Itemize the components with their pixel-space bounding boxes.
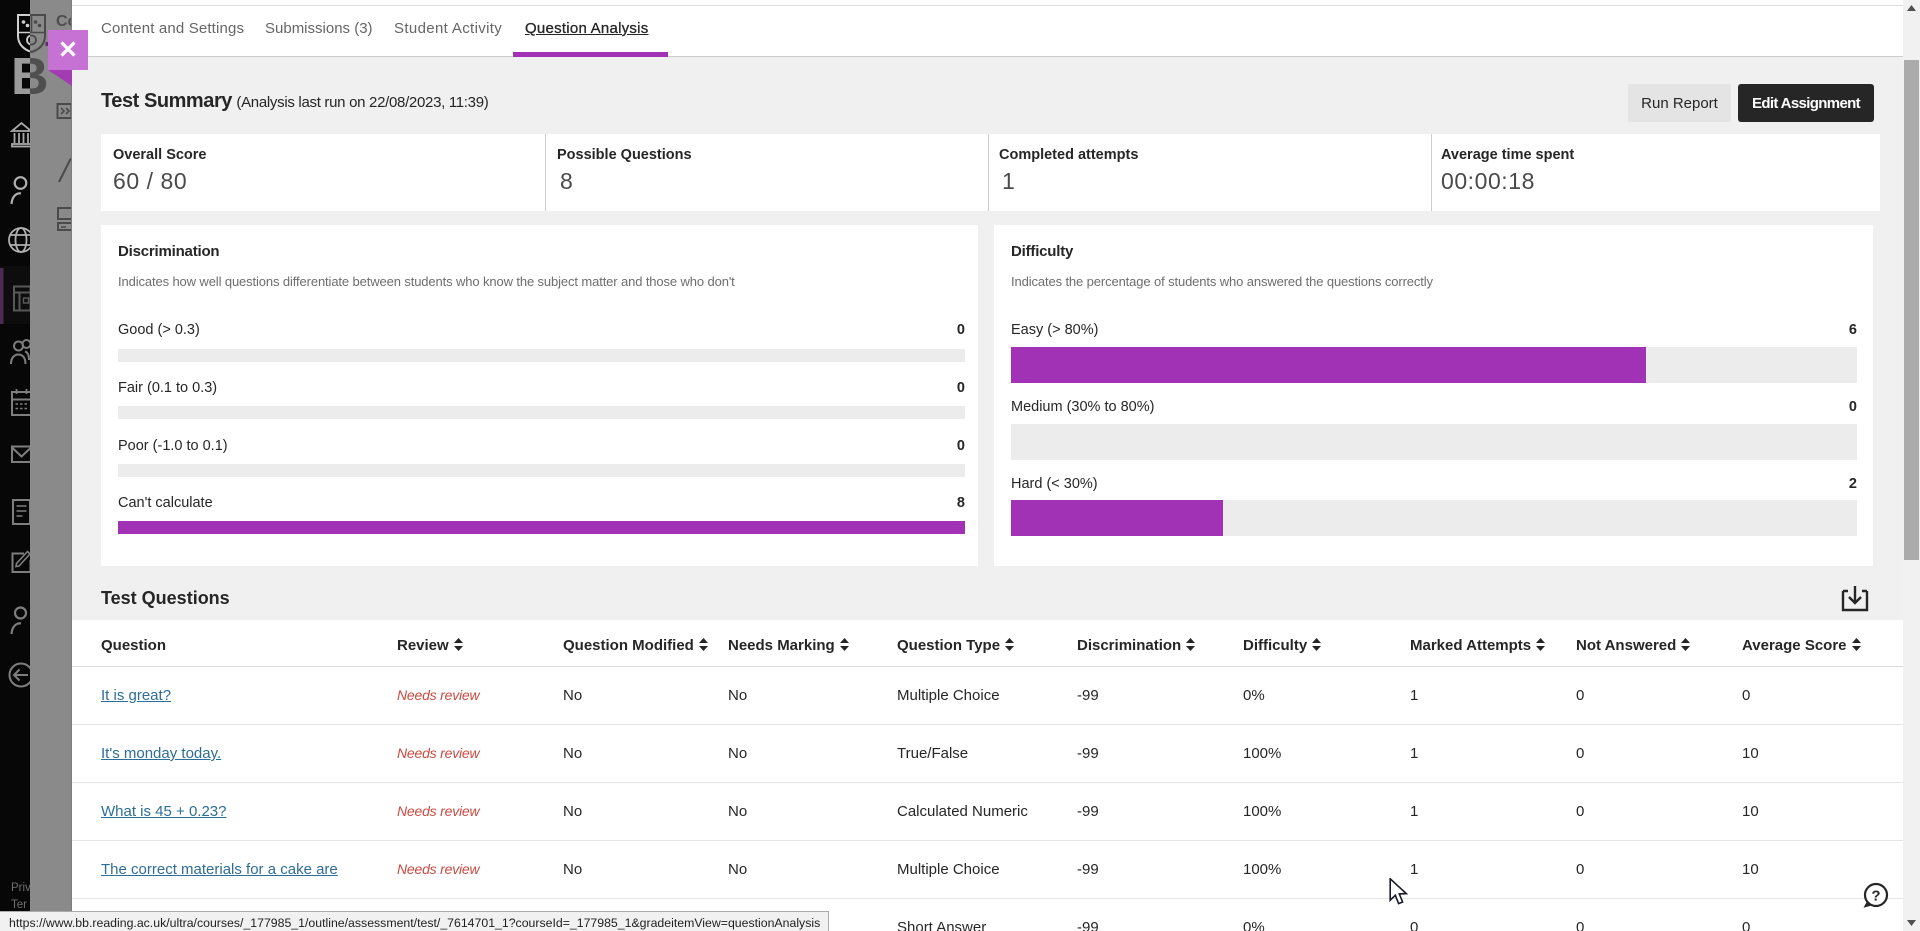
svg-text:Co: Co	[56, 13, 72, 30]
svg-text:Ter: Ter	[11, 899, 27, 911]
svg-text:Priv: Priv	[11, 882, 31, 894]
svg-text:?: ?	[1871, 888, 1880, 905]
svg-text:B: B	[11, 48, 49, 106]
